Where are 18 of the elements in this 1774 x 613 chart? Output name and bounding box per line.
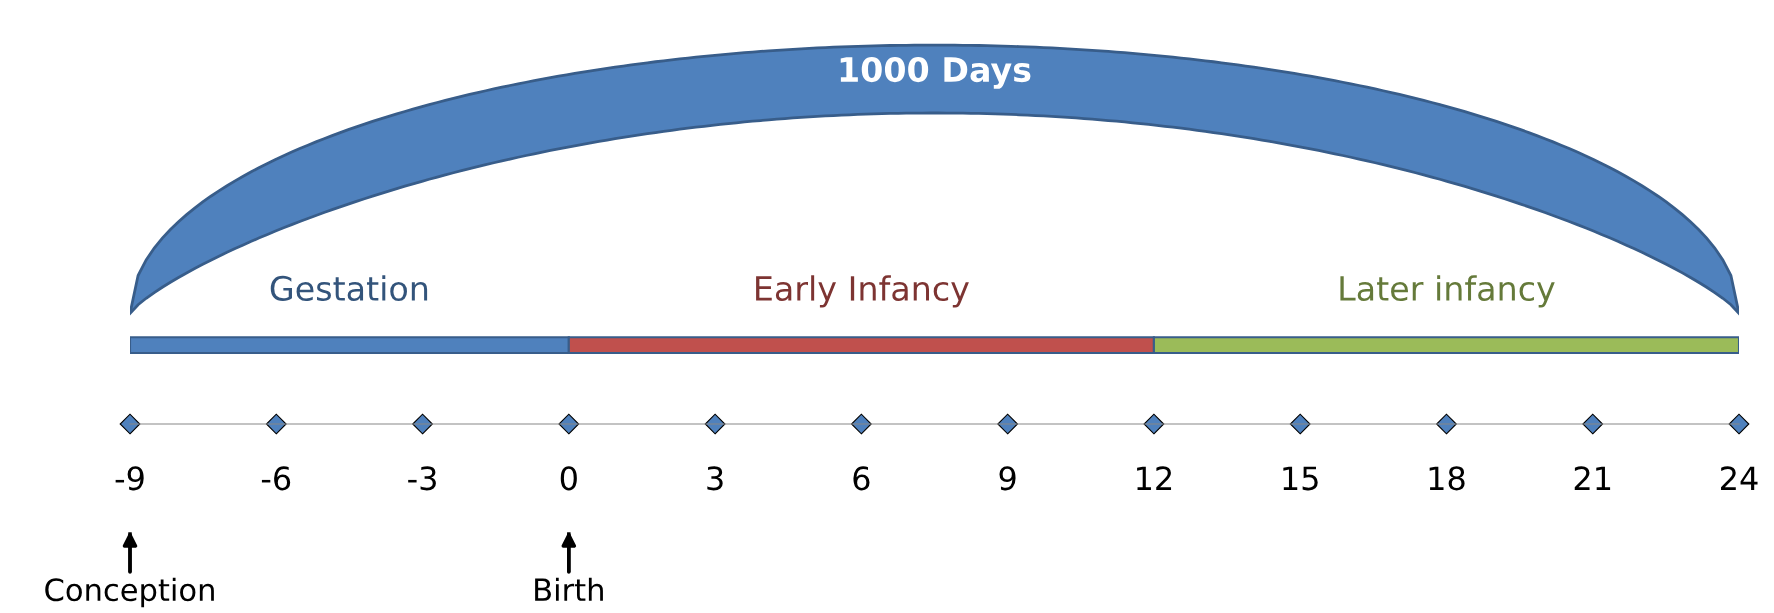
text: 1000 Days: [840, 56, 1031, 89]
x-tick-label: -6: [261, 466, 291, 491]
x-tick-label: 15: [1283, 466, 1318, 491]
ref-line-label: Conception: [45, 577, 214, 608]
x-tick-label: 18: [1429, 466, 1465, 491]
x-tick-label: 21: [1574, 466, 1611, 490]
series-label: Early Infancy: [756, 275, 969, 308]
series-label: Gestation: [270, 275, 428, 302]
x-tick-label: 3: [707, 466, 723, 491]
x-tick-label: -3: [408, 466, 436, 491]
x-tick-label: 24: [1721, 466, 1758, 490]
series-label: Later infancy: [1340, 275, 1555, 308]
x-tick-label: -9: [115, 466, 144, 491]
x-tick-label: 9: [999, 466, 1016, 491]
x-tick-label: 12: [1137, 466, 1172, 490]
x-tick-label: 6: [853, 466, 870, 491]
x-tick-label: 0: [560, 466, 577, 491]
ref-line-label: Birth: [535, 577, 603, 601]
